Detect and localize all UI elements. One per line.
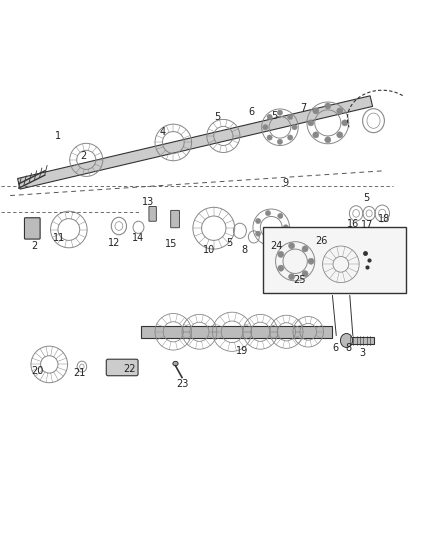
- FancyBboxPatch shape: [171, 211, 180, 228]
- Circle shape: [278, 252, 284, 257]
- Text: 24: 24: [271, 240, 283, 251]
- Text: 17: 17: [361, 220, 374, 230]
- Text: 4: 4: [159, 126, 166, 136]
- Text: 6: 6: [332, 343, 339, 353]
- Text: 5: 5: [226, 238, 232, 247]
- Text: 14: 14: [131, 233, 144, 243]
- FancyBboxPatch shape: [106, 359, 138, 376]
- Circle shape: [265, 211, 271, 216]
- Circle shape: [283, 225, 288, 230]
- Polygon shape: [18, 96, 373, 189]
- Bar: [262, 228, 406, 293]
- Text: 23: 23: [176, 379, 188, 389]
- Text: 11: 11: [53, 233, 65, 243]
- Circle shape: [278, 265, 284, 271]
- Circle shape: [263, 125, 268, 130]
- Text: 6: 6: [249, 108, 255, 117]
- Circle shape: [255, 231, 261, 236]
- Polygon shape: [141, 326, 332, 338]
- Text: 12: 12: [108, 238, 121, 247]
- Text: 1: 1: [55, 131, 61, 141]
- Circle shape: [337, 132, 343, 138]
- Text: 8: 8: [346, 343, 352, 353]
- Text: 20: 20: [32, 366, 44, 376]
- Text: 25: 25: [293, 276, 306, 286]
- Circle shape: [325, 103, 331, 109]
- Circle shape: [325, 137, 331, 143]
- Circle shape: [302, 271, 308, 277]
- Text: 21: 21: [74, 368, 86, 378]
- Circle shape: [288, 114, 293, 119]
- Circle shape: [308, 258, 314, 264]
- Text: 9: 9: [283, 177, 289, 188]
- Circle shape: [278, 236, 283, 241]
- Ellipse shape: [173, 361, 178, 366]
- Circle shape: [313, 132, 319, 138]
- Text: 19: 19: [236, 346, 248, 357]
- Text: 15: 15: [165, 239, 177, 249]
- Text: 13: 13: [142, 197, 155, 207]
- Circle shape: [277, 110, 283, 115]
- Text: 18: 18: [378, 214, 391, 224]
- Text: 2: 2: [31, 241, 37, 251]
- FancyBboxPatch shape: [149, 206, 156, 221]
- Circle shape: [278, 213, 283, 219]
- Ellipse shape: [340, 334, 353, 348]
- Circle shape: [288, 135, 293, 140]
- Text: 10: 10: [203, 245, 215, 255]
- Circle shape: [342, 120, 348, 126]
- Text: 5: 5: [363, 193, 369, 203]
- Circle shape: [308, 120, 314, 126]
- Circle shape: [289, 243, 295, 249]
- Text: 8: 8: [241, 245, 247, 255]
- Text: 22: 22: [124, 364, 136, 374]
- Circle shape: [265, 239, 271, 244]
- Circle shape: [302, 246, 308, 252]
- Circle shape: [255, 219, 261, 224]
- Circle shape: [313, 108, 319, 114]
- Text: 5: 5: [214, 112, 220, 122]
- Text: 5: 5: [272, 111, 278, 122]
- Text: 3: 3: [360, 348, 366, 358]
- Text: 16: 16: [347, 219, 359, 229]
- Circle shape: [337, 108, 343, 114]
- Polygon shape: [345, 336, 374, 344]
- Text: 2: 2: [80, 151, 86, 161]
- FancyBboxPatch shape: [25, 218, 40, 239]
- Circle shape: [292, 125, 297, 130]
- Circle shape: [267, 114, 272, 119]
- Circle shape: [277, 139, 283, 144]
- Text: 7: 7: [300, 103, 306, 113]
- Text: 26: 26: [315, 236, 328, 246]
- Circle shape: [267, 135, 272, 140]
- Circle shape: [289, 274, 295, 280]
